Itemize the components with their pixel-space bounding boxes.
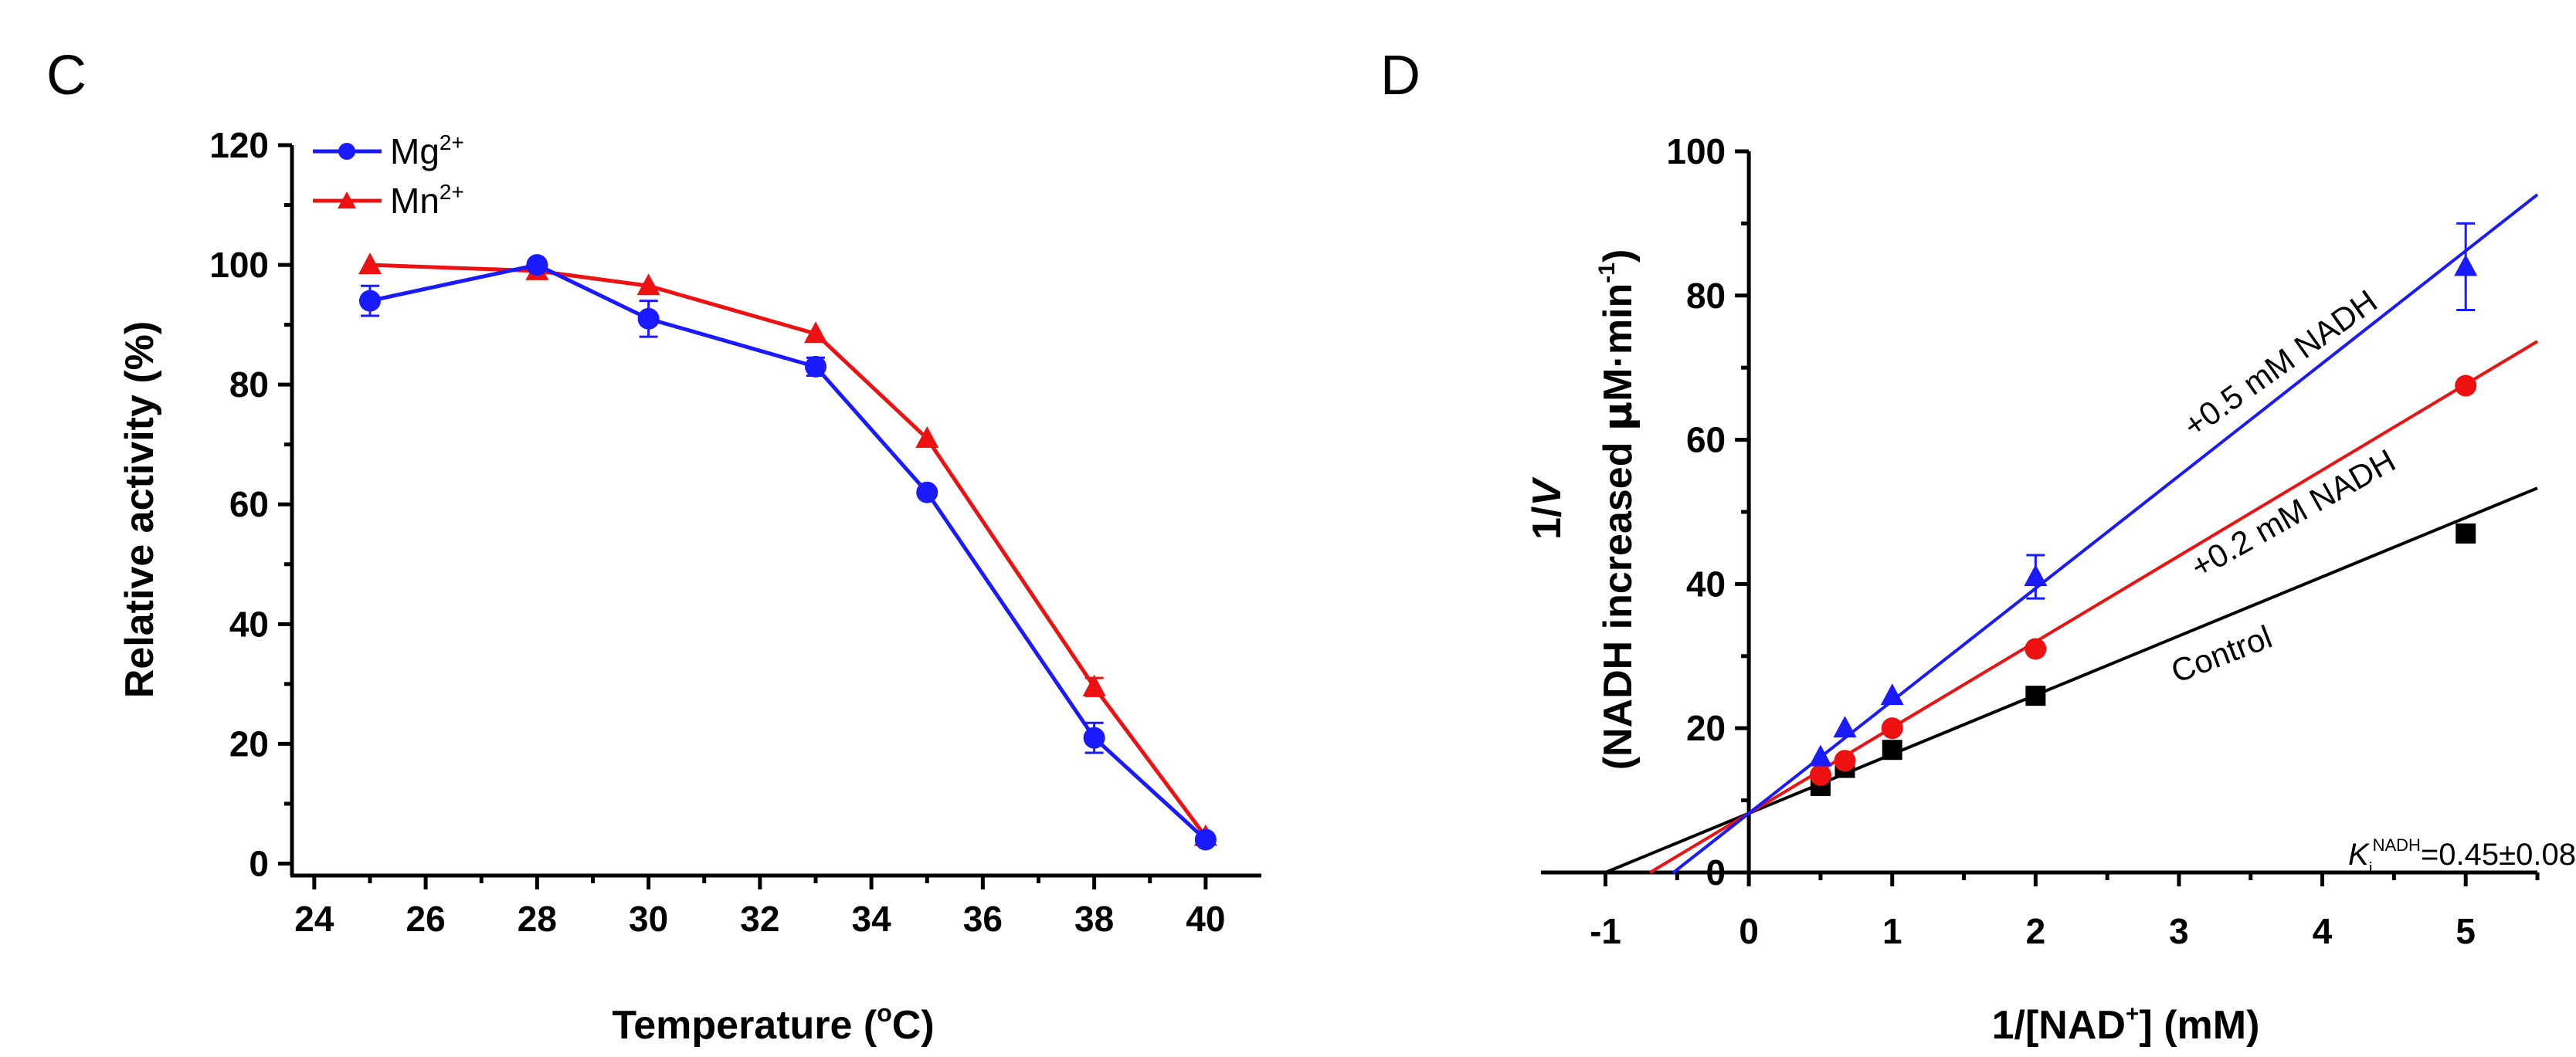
c-point-mg-28 <box>526 254 548 276</box>
c-xtick-label-40: 40 <box>1186 899 1225 939</box>
d-xtick-label-4: 4 <box>2313 911 2333 951</box>
d-xtick-label-5: 5 <box>2456 911 2476 951</box>
panel-d-y-label-1: 1/V <box>1525 476 1570 540</box>
panel-d-data <box>1604 193 2539 875</box>
d-point-series-1-5 <box>2455 374 2477 397</box>
d-point-series-0-1 <box>1882 740 1902 761</box>
c-ytick-label-0: 0 <box>249 843 269 883</box>
d-point-series-1-2 <box>2024 638 2047 660</box>
c-line-mg <box>369 263 1207 842</box>
d-point-series-2-1 <box>1880 683 1904 706</box>
c-xtick-label-32: 32 <box>740 899 779 939</box>
c-point-mn-33 <box>803 321 827 344</box>
c-point-mn-30 <box>636 273 660 296</box>
c-xtick-label-24: 24 <box>294 899 334 939</box>
legend-mn-marker <box>338 191 356 208</box>
c-ytick-label-80: 80 <box>229 364 269 405</box>
d-xtick-label-2: 2 <box>2026 911 2046 951</box>
d-point-series-0-2 <box>2025 686 2046 706</box>
d-xtick-label--1: -1 <box>1590 911 1621 951</box>
legend-mg-label: Mg2+ <box>390 130 464 171</box>
panel-c-axes <box>290 145 1261 878</box>
c-point-mn-25 <box>358 252 382 275</box>
d-ytick-label-100: 100 <box>1666 131 1726 171</box>
legend-mn-label: Mn2+ <box>390 180 464 221</box>
panel-d-ticks: 0 20 40 60 80 100 -1 0 1 2 3 4 5 <box>1590 131 2540 951</box>
d-point-series-1-1 <box>1881 717 1903 740</box>
panel-c-data <box>358 252 1217 851</box>
panel-c-legend: Mg2+ Mn2+ <box>313 130 464 221</box>
panel-d-x-label: 1/[NAD+] (mM) <box>1992 1001 2260 1048</box>
d-point-series-2-0.67 <box>1833 716 1857 738</box>
panel-c-ticks: 0 20 40 60 80 100 120 24 26 28 30 32 34 36 38 40 <box>209 125 1225 939</box>
c-xtick-label-28: 28 <box>518 899 557 939</box>
d-xtick-label-3: 3 <box>2169 911 2189 951</box>
d-ytick-label-20: 20 <box>1686 708 1726 748</box>
panel-d-y-label-2: (NADH increased μM·min-1) <box>1594 249 1641 771</box>
d-fit-series-0 <box>1604 486 2538 874</box>
d-fit-series-2 <box>1672 193 2539 875</box>
c-line-mn <box>369 263 1207 838</box>
c-point-mg-33 <box>804 355 826 378</box>
c-ytick-label-40: 40 <box>229 604 269 644</box>
panel-d-axes <box>1541 151 2537 875</box>
panel-c-label: C <box>46 45 87 107</box>
c-point-mg-40 <box>1194 828 1217 851</box>
ki-annotation: KiNADH=0.45±0.08 mM <box>2348 835 2576 878</box>
c-ytick-label-100: 100 <box>209 245 269 285</box>
panel-d-label: D <box>1380 45 1420 107</box>
c-point-mg-35 <box>916 481 938 503</box>
d-ytick-label-60: 60 <box>1686 420 1726 460</box>
c-xtick-label-34: 34 <box>852 899 892 939</box>
c-xtick-label-36: 36 <box>963 899 1003 939</box>
line-label-red: +0.2 mM NADH <box>2184 442 2401 584</box>
line-label-blue: +0.5 mM NADH <box>2177 283 2384 444</box>
d-xtick-label-0: 0 <box>1739 911 1759 951</box>
d-point-series-0-5 <box>2456 523 2476 544</box>
c-xtick-label-30: 30 <box>629 899 668 939</box>
panel-c-y-label: Relative activity (%) <box>117 321 162 698</box>
c-ytick-label-120: 120 <box>209 125 269 165</box>
legend-mg-marker <box>338 143 355 160</box>
c-xtick-label-26: 26 <box>406 899 446 939</box>
c-point-mg-38 <box>1083 727 1105 749</box>
line-label-control: Control <box>2166 618 2276 690</box>
c-xtick-label-38: 38 <box>1074 899 1114 939</box>
d-point-series-1-0.5 <box>1809 764 1831 786</box>
d-xtick-label-1: 1 <box>1882 911 1902 951</box>
d-fit-series-1 <box>1649 340 2539 874</box>
c-point-mg-25 <box>358 290 381 312</box>
d-point-series-2-2 <box>2024 564 2048 587</box>
d-point-series-2-0.5 <box>1808 744 1832 767</box>
d-ytick-label-40: 40 <box>1686 564 1726 604</box>
d-ytick-label-80: 80 <box>1686 276 1726 316</box>
d-ytick-label-0: 0 <box>1706 852 1726 893</box>
d-point-series-1-0.67 <box>1834 750 1856 772</box>
c-ytick-label-20: 20 <box>229 723 269 764</box>
c-point-mn-38 <box>1082 674 1106 696</box>
c-point-mg-30 <box>637 307 660 330</box>
c-ytick-label-60: 60 <box>229 484 269 524</box>
panel-c-x-label: Temperature (oC) <box>612 999 934 1048</box>
c-point-mn-35 <box>915 425 939 448</box>
d-point-series-2-5 <box>2454 254 2478 276</box>
